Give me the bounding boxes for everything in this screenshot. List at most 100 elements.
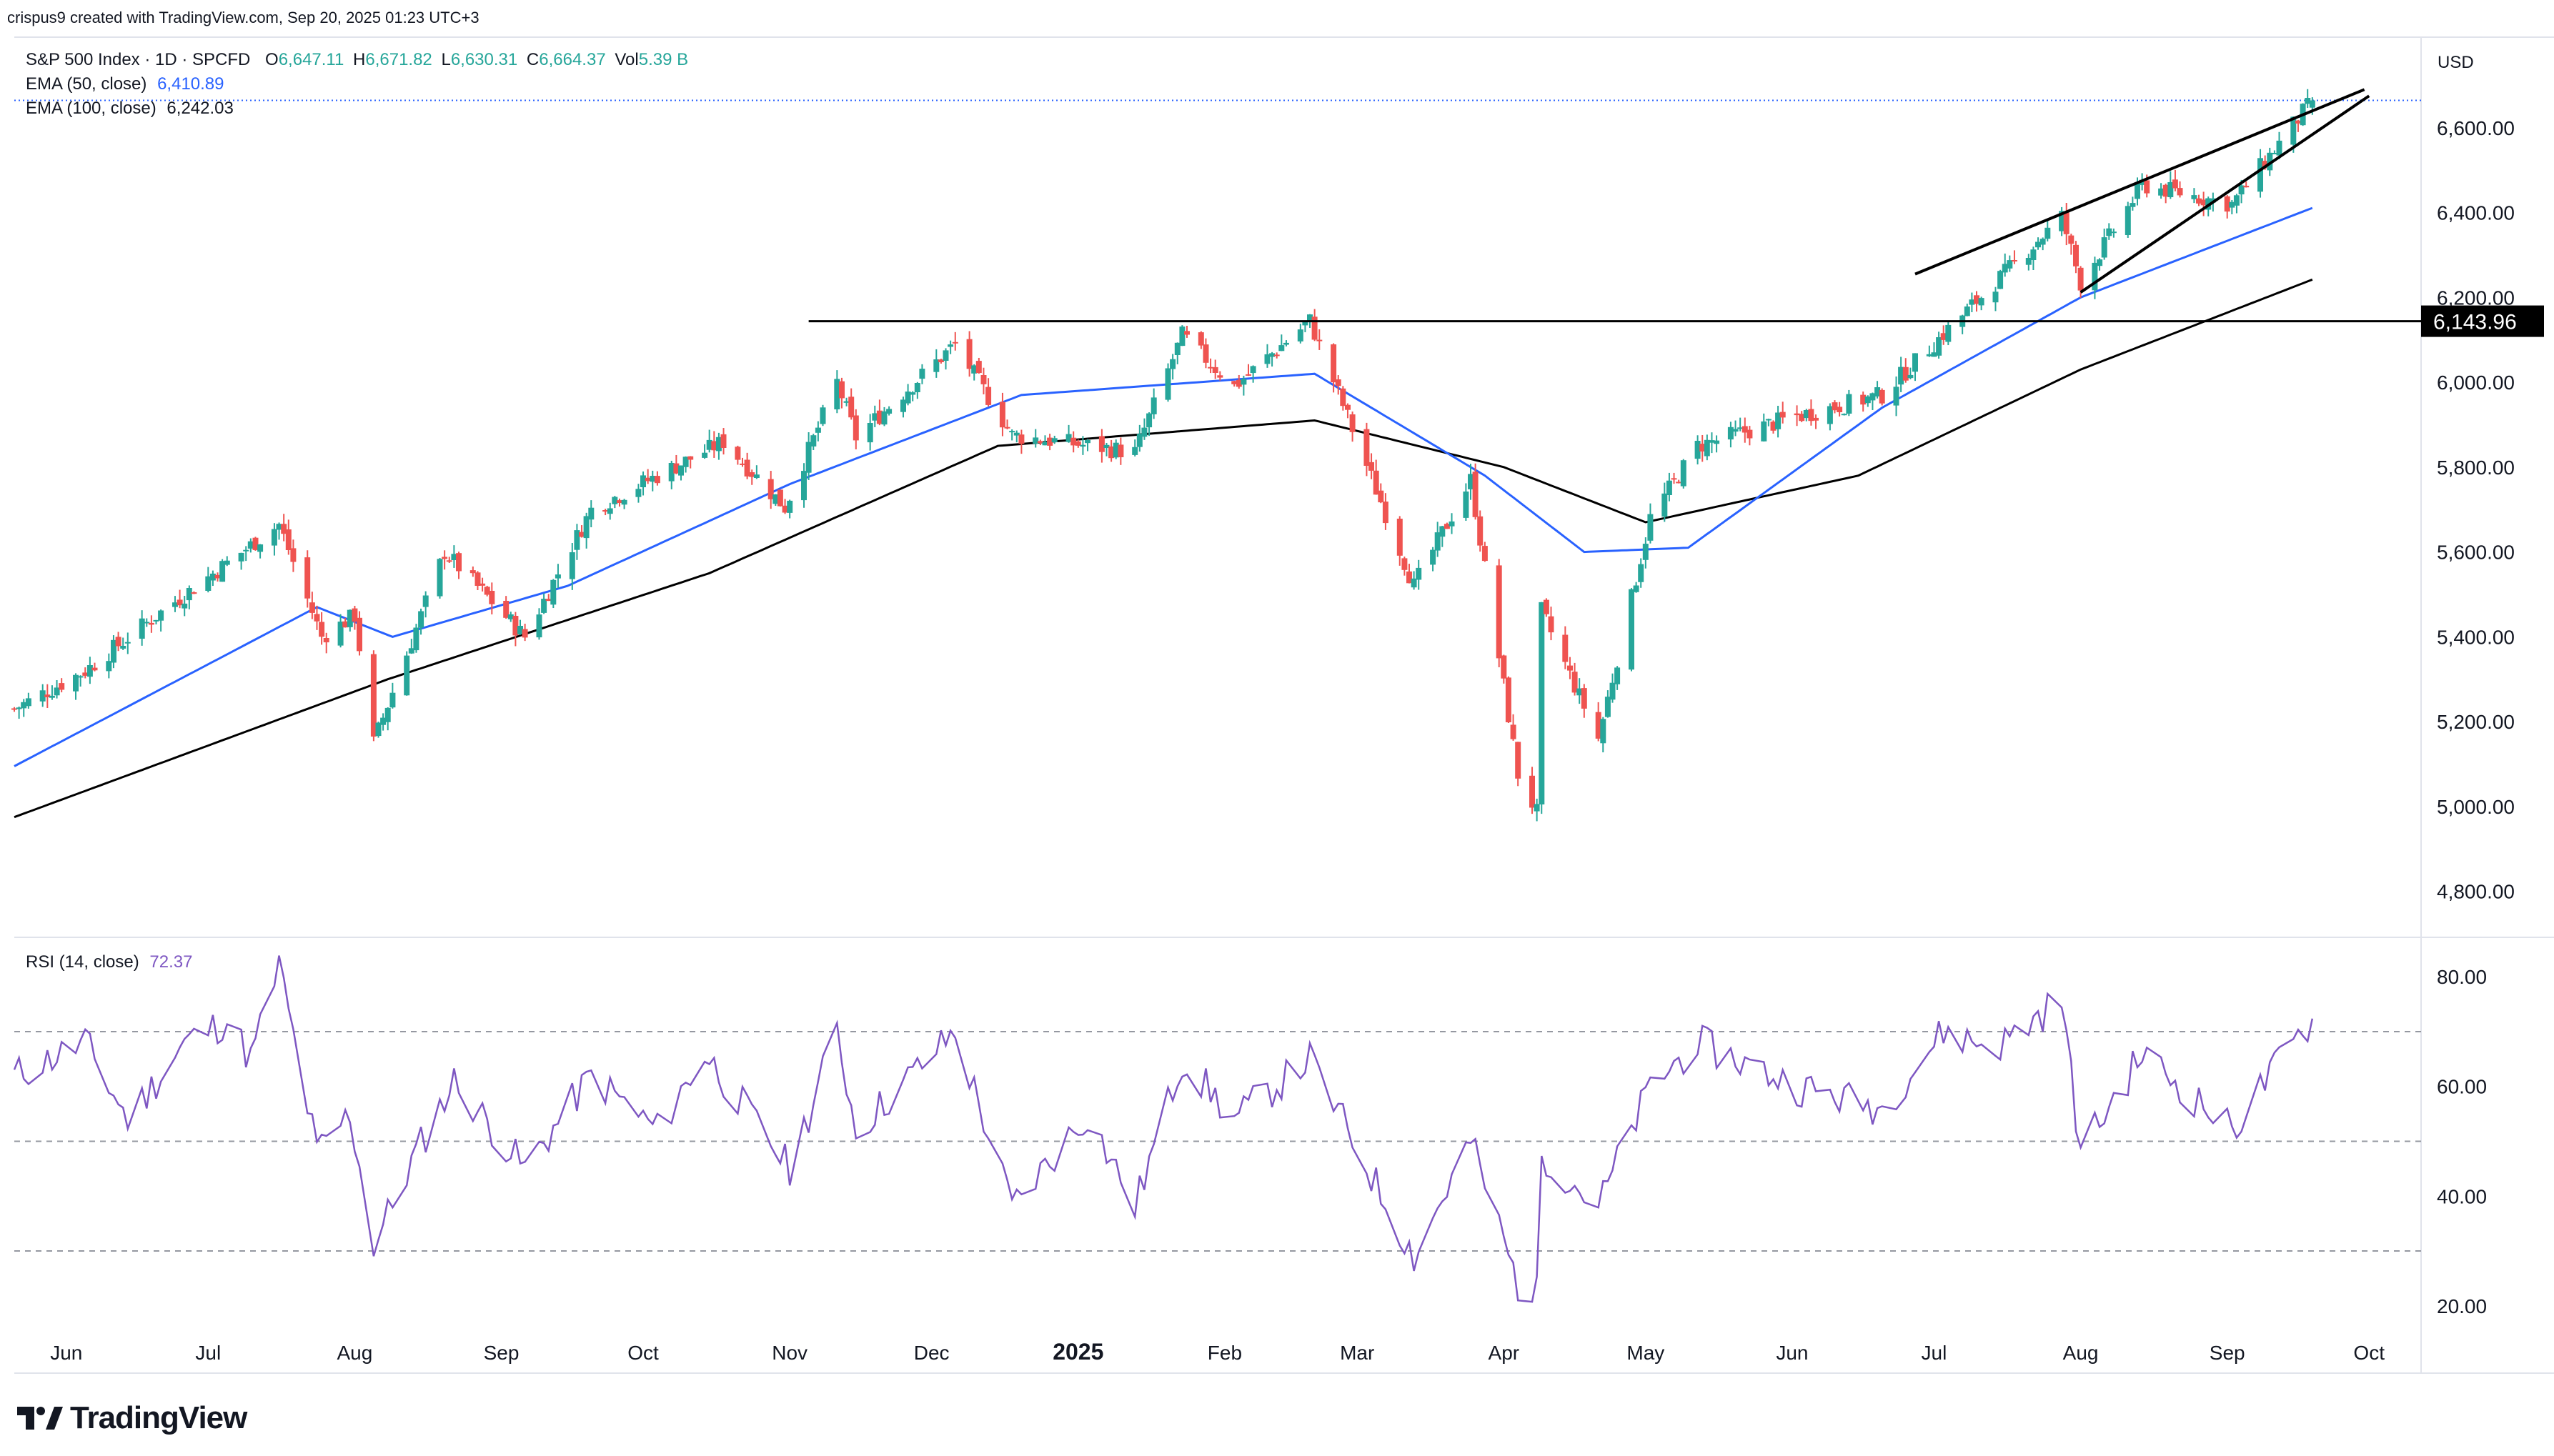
candle-body [209, 573, 216, 581]
candle-body [1803, 410, 1809, 419]
candle-body [1893, 387, 1899, 406]
candle-body [1827, 406, 1833, 424]
candle-body [2172, 179, 2178, 189]
candle-body [706, 439, 712, 450]
candle-body [1170, 359, 1176, 369]
symbol-legend[interactable]: S&P 500 Index · 1D · SPCFD O6,647.11 H6,… [26, 50, 688, 70]
rsi-legend[interactable]: RSI (14, close) 72.37 [26, 952, 192, 972]
created-line: crispus9 created with TradingView.com, S… [7, 9, 480, 26]
candle-body [252, 537, 259, 550]
candle-body [1439, 526, 1446, 537]
candle-body [290, 548, 297, 562]
candle-body [900, 399, 906, 412]
candle-body [1661, 493, 1668, 517]
candle-body [2063, 211, 2069, 234]
candle-body [1496, 565, 1502, 659]
candle-body [370, 654, 377, 737]
candle-body [607, 508, 613, 514]
candle-body [342, 621, 349, 628]
candle-body [1264, 354, 1271, 364]
candle-body [446, 560, 452, 562]
candle-body [668, 463, 675, 482]
candle-body [1604, 697, 1611, 717]
candle-body [247, 541, 254, 549]
candle-body [550, 579, 557, 605]
candle-body [1694, 441, 1701, 459]
candle-body [1936, 337, 1942, 356]
candle-body [1179, 326, 1186, 346]
candle-body [621, 499, 627, 505]
symbol-name[interactable]: S&P 500 Index · 1D · SPCFD [26, 50, 251, 69]
candle-body [640, 475, 646, 487]
candle-body [191, 592, 197, 594]
price-axis-tick-label: 6,400.00 [2437, 202, 2515, 224]
candle-body [1075, 441, 1081, 446]
candle-body [740, 463, 745, 465]
candle-body [1241, 379, 1247, 385]
candle-body [1666, 480, 1672, 495]
candle-body [2025, 258, 2032, 265]
candle-body [1203, 344, 1209, 363]
candle-body [910, 392, 916, 395]
candle-body [503, 601, 510, 618]
candle-body [1477, 516, 1484, 546]
candle-body [337, 622, 344, 646]
candle-body [2196, 198, 2202, 204]
price-axis-tick-label: 5,000.00 [2437, 796, 2515, 818]
candle-body [1449, 521, 1455, 527]
candle-body [177, 599, 183, 606]
candle-body [1714, 440, 1720, 444]
ema100-legend[interactable]: EMA (100, close) 6,242.03 [26, 99, 234, 119]
candle-body [1704, 439, 1710, 457]
candle-body [711, 441, 717, 451]
candle-body [82, 672, 89, 676]
candle-body [2125, 206, 2131, 235]
candle-body [749, 472, 755, 477]
currency-label[interactable]: USD [2438, 53, 2474, 72]
ohlc-l-label: L [441, 50, 451, 69]
candle-body [1676, 482, 1682, 484]
candle-body [2177, 188, 2183, 196]
candle-body [1118, 444, 1124, 457]
rsi-axis-tick-label: 20.00 [2437, 1295, 2487, 1317]
candle-body [1505, 677, 1511, 722]
candle-body [1741, 426, 1748, 433]
candle-body [257, 544, 264, 552]
candle-body [281, 524, 287, 534]
candle-body [124, 642, 131, 644]
candle-body [1108, 446, 1115, 459]
candle-body [1964, 306, 1970, 316]
candle-body [975, 361, 982, 374]
time-axis-tick-label: 2025 [1053, 1339, 1103, 1365]
ohlc-h-label: H [353, 50, 366, 69]
candle-body [380, 717, 387, 725]
candle-body [91, 667, 98, 671]
candle-body [21, 702, 27, 709]
candle-body [1136, 434, 1143, 447]
time-axis-tick-label: Jun [50, 1342, 82, 1364]
time-axis-tick-label: Jun [1776, 1342, 1808, 1364]
ema50-legend[interactable]: EMA (50, close) 6,410.89 [26, 74, 224, 94]
candle-body [673, 463, 680, 474]
candle-body [905, 392, 911, 404]
candle-body [1307, 314, 1313, 321]
ohlc-o-label: O [265, 50, 279, 69]
candle-body [1709, 440, 1715, 443]
candle-body [144, 622, 150, 624]
time-axis-tick-label: Jul [195, 1342, 221, 1364]
candle-body [16, 707, 22, 709]
candle-body [1047, 437, 1053, 446]
candle-body [753, 474, 760, 478]
candle-body [238, 552, 244, 562]
candle-body [182, 603, 188, 609]
candle-body [2238, 185, 2245, 195]
candle-body [2007, 260, 2013, 269]
candle-body [1316, 339, 1323, 341]
candle-body [952, 341, 958, 344]
candle-body [612, 497, 618, 504]
resistance-level-label-bg [2421, 305, 2544, 337]
candle-body [2039, 239, 2046, 245]
candle-body [2002, 264, 2008, 273]
tradingview-logo[interactable]: TradingView [16, 1400, 247, 1436]
